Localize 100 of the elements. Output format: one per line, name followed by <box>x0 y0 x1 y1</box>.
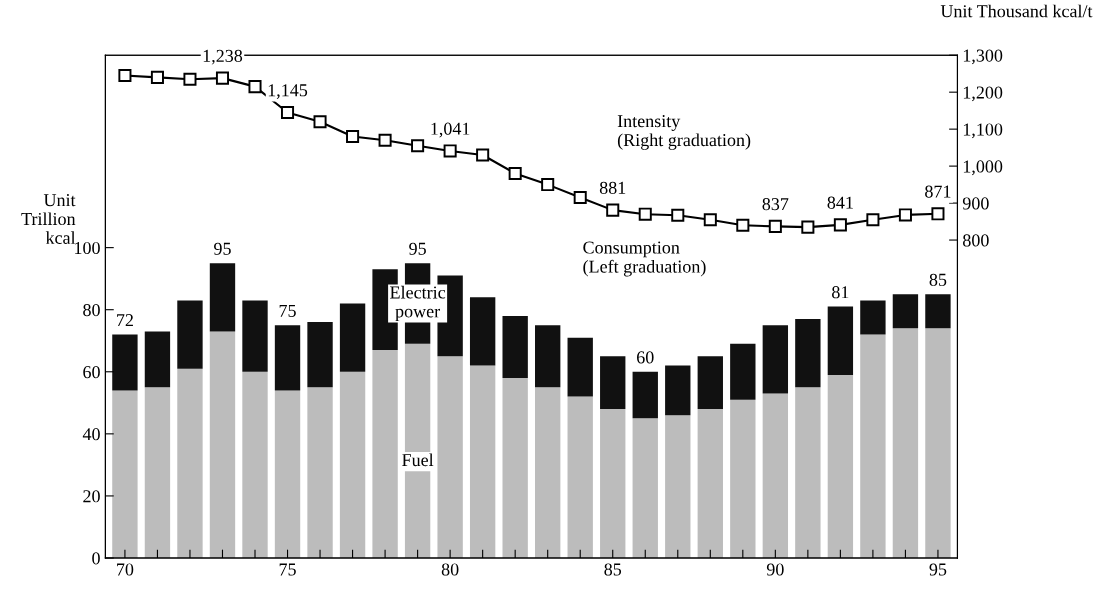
y2-tick-label: 1,100 <box>963 123 1003 139</box>
point <box>476 148 490 162</box>
point <box>118 69 132 83</box>
y2-tick-label: 1,300 <box>963 49 1003 65</box>
point <box>606 203 620 217</box>
bar <box>600 356 626 410</box>
bar <box>372 350 398 558</box>
bar <box>860 300 886 335</box>
point <box>313 115 327 129</box>
x-tick-label: 75 <box>279 563 296 576</box>
bar <box>632 371 658 419</box>
point <box>638 207 652 221</box>
bar <box>730 343 756 400</box>
data-label: 1,041 <box>431 122 470 138</box>
point <box>768 219 782 233</box>
x-tick-label: 70 <box>117 563 134 576</box>
bar <box>209 263 236 332</box>
bar <box>469 297 496 366</box>
point <box>346 130 360 144</box>
point <box>215 71 230 85</box>
point <box>378 133 392 147</box>
bar <box>892 328 919 558</box>
bar <box>795 319 821 388</box>
point <box>183 72 197 86</box>
bar <box>274 325 301 391</box>
bar <box>665 365 691 416</box>
point <box>898 208 912 222</box>
point <box>281 105 295 120</box>
total-label: 81 <box>832 286 849 299</box>
y2-tick-label: 1,000 <box>963 160 1003 176</box>
series-label: Electric power <box>390 285 446 322</box>
bar <box>925 328 951 558</box>
total-label: 72 <box>117 314 133 327</box>
point <box>671 208 685 222</box>
bar <box>730 399 756 558</box>
bar <box>469 365 496 558</box>
bar <box>925 294 951 329</box>
bar <box>795 387 821 558</box>
data-label: 881 <box>599 181 626 194</box>
y-tick-label: 0 <box>92 552 100 565</box>
point <box>443 144 457 158</box>
bar <box>827 374 854 558</box>
text: Intensity (Right graduation) <box>617 115 751 150</box>
y2-tick-label: 1,200 <box>963 86 1003 102</box>
bar <box>697 409 723 558</box>
bar <box>502 315 528 378</box>
bar <box>892 294 919 329</box>
point <box>573 191 587 205</box>
bar <box>112 334 138 391</box>
bar <box>339 371 366 558</box>
series-label: Fuel <box>402 453 434 467</box>
x-tick-label: 95 <box>929 563 947 576</box>
bar <box>242 300 268 372</box>
data-label: 1,238 <box>203 49 243 65</box>
bar <box>567 396 593 558</box>
data-label: 871 <box>925 185 951 198</box>
total-label: 85 <box>929 273 947 286</box>
bar <box>762 393 789 558</box>
total-label: 75 <box>279 304 296 317</box>
bar <box>209 331 236 558</box>
bar <box>860 334 886 558</box>
point <box>541 178 555 192</box>
point <box>411 139 425 153</box>
bar <box>177 300 203 369</box>
y-tick-label: 40 <box>82 428 100 441</box>
y-tick-label: 20 <box>83 490 100 503</box>
point <box>736 218 750 232</box>
y-axis-title: Unit Trillion kcal <box>21 194 76 244</box>
bar <box>437 356 463 558</box>
bar <box>177 368 203 558</box>
point <box>248 80 262 94</box>
bar <box>307 387 333 558</box>
data-label: 841 <box>827 196 853 209</box>
annotation: Consumption (Left graduation) <box>583 241 706 277</box>
bar <box>144 331 171 388</box>
bar <box>632 418 658 558</box>
point <box>931 207 945 221</box>
y-tick-label: 100 <box>75 241 100 255</box>
y-tick-label: 80 <box>83 303 100 317</box>
total-label: 95 <box>409 242 426 255</box>
data-label: 837 <box>762 198 789 211</box>
data-label: 1,145 <box>268 84 308 99</box>
bar <box>144 387 171 558</box>
total-label: 60 <box>637 351 654 364</box>
bar <box>600 409 626 558</box>
x-tick-label: 80 <box>441 563 459 576</box>
bar <box>535 387 561 558</box>
bar <box>502 377 528 558</box>
point <box>801 220 815 234</box>
point <box>508 166 522 181</box>
bar <box>242 371 268 558</box>
y2-tick-label: 800 <box>963 234 989 247</box>
bar <box>567 337 593 397</box>
x-tick-label: 85 <box>604 563 622 576</box>
point <box>150 70 164 84</box>
total-label: 95 <box>214 242 231 255</box>
point <box>703 213 717 227</box>
x-tick-label: 90 <box>766 563 784 576</box>
bar <box>274 390 301 558</box>
y2-tick-label: 900 <box>962 197 989 210</box>
